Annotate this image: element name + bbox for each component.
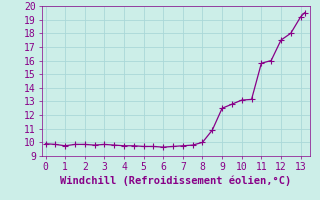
X-axis label: Windchill (Refroidissement éolien,°C): Windchill (Refroidissement éolien,°C) <box>60 176 292 186</box>
